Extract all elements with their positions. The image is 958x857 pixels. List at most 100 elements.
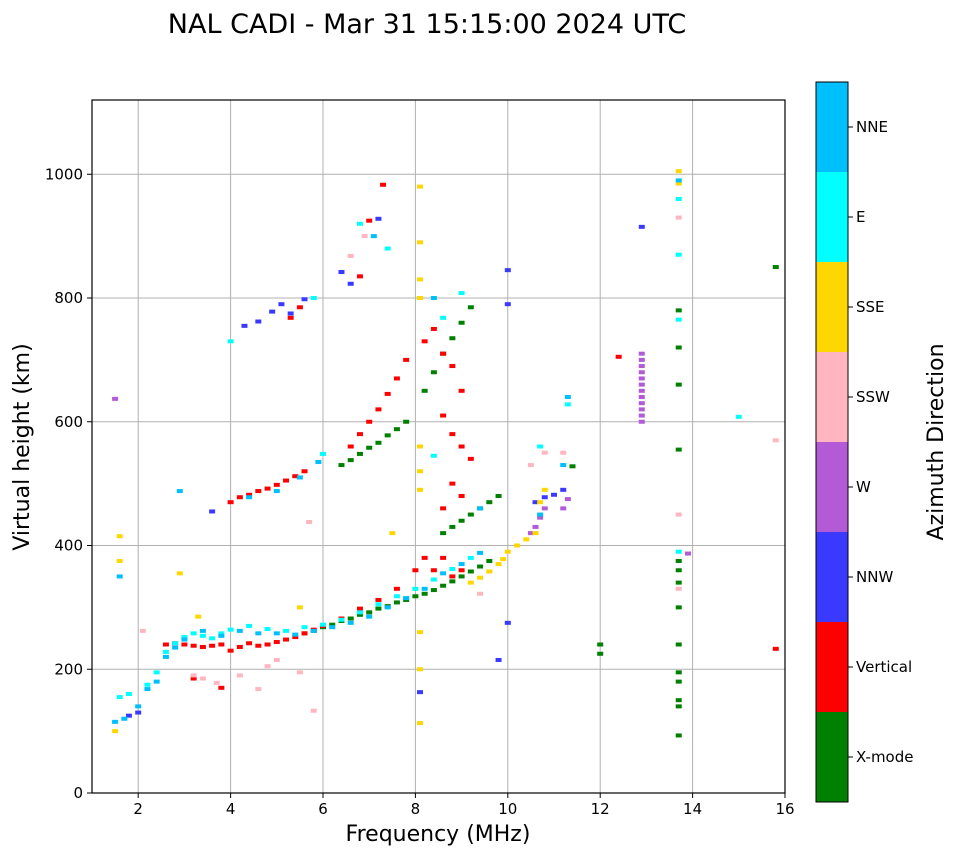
colorbar-segment-w [816, 442, 848, 532]
point-x-mode-13 [421, 591, 428, 596]
point-nne-7 [181, 637, 188, 642]
point-x-mode-28 [403, 419, 410, 424]
point-x-mode-57 [597, 651, 604, 656]
point-e-25 [320, 451, 326, 456]
point-e-7 [190, 631, 197, 636]
point-nne-19 [403, 596, 410, 601]
point-nne-34 [675, 178, 682, 183]
point-e-30 [430, 453, 437, 458]
colorbar-label-x-mode: X-mode [856, 748, 913, 766]
x-tick-label-12: 12 [591, 800, 610, 818]
point-vertical-21 [393, 586, 400, 591]
point-w-18 [684, 551, 691, 556]
point-x-mode-24 [366, 445, 373, 450]
point-vertical-5 [209, 643, 216, 648]
point-vertical-3 [190, 643, 197, 648]
point-vertical-42 [393, 376, 400, 381]
point-ssw-7 [296, 670, 303, 675]
point-x-mode-58 [772, 265, 779, 270]
point-nnw-16 [504, 302, 511, 307]
point-vertical-60 [430, 326, 437, 331]
y-tick-label-800: 800 [54, 289, 83, 307]
point-nne-4 [153, 679, 160, 684]
point-vertical-31 [255, 489, 262, 494]
point-x-mode-41 [495, 494, 502, 498]
point-sse-21 [116, 534, 123, 539]
point-vertical-13 [283, 637, 290, 642]
point-x-mode-48 [675, 580, 682, 585]
point-x-mode-47 [675, 568, 682, 573]
point-nnw-14 [560, 487, 567, 492]
point-x-mode-35 [440, 531, 447, 536]
point-ssw-19 [772, 438, 779, 443]
point-e-38 [227, 339, 234, 344]
y-tick-label-1000: 1000 [45, 165, 83, 183]
point-ssw-17 [675, 512, 682, 517]
point-sse-29 [389, 531, 396, 536]
point-e-31 [564, 402, 571, 407]
point-ssw-13 [527, 463, 534, 468]
point-vertical-8 [236, 644, 243, 649]
point-vertical-37 [347, 444, 354, 449]
x-tick-label-2: 2 [133, 800, 143, 818]
point-nne-23 [477, 550, 484, 555]
point-sse-3 [417, 296, 424, 300]
point-vertical-58 [440, 351, 447, 356]
point-x-mode-19 [477, 564, 484, 569]
colorbar-segment-sse [816, 262, 848, 352]
point-vertical-6 [218, 642, 225, 647]
point-x-mode-53 [675, 698, 682, 703]
point-x-mode-10 [393, 600, 400, 605]
point-sse-7 [417, 630, 424, 635]
point-sse-1 [417, 240, 424, 245]
point-x-mode-29 [421, 388, 428, 393]
point-x-mode-25 [375, 440, 382, 445]
point-nne-10 [236, 628, 243, 633]
point-vertical-30 [246, 492, 253, 497]
colorbar-label-e: E [856, 208, 865, 226]
colorbar-label-nnw: NNW [856, 568, 893, 586]
point-e-22 [430, 577, 437, 582]
point-e-36 [675, 549, 682, 554]
x-tick-label-14: 14 [683, 800, 702, 818]
point-e-19 [375, 602, 382, 607]
point-w-3 [638, 370, 645, 375]
point-nne-13 [292, 632, 299, 637]
point-vertical-35 [292, 474, 299, 479]
point-e-2 [144, 682, 151, 687]
point-vertical-56 [449, 364, 456, 369]
point-nne-9 [218, 633, 225, 638]
point-e-35 [675, 317, 682, 322]
point-w-10 [638, 413, 645, 418]
x-tick-label-8: 8 [411, 800, 421, 818]
point-ssw-18 [675, 586, 682, 591]
point-nne-17 [366, 614, 373, 619]
point-ssw-10 [347, 253, 354, 258]
point-x-mode-8 [375, 606, 382, 611]
colorbar-frame [815, 81, 849, 803]
point-vertical-40 [375, 407, 382, 412]
point-sse-13 [495, 562, 502, 567]
point-vertical-62 [218, 685, 225, 690]
point-vertical-15 [301, 631, 308, 636]
point-sse-19 [537, 500, 544, 505]
colorbar-label-w: W [856, 478, 871, 496]
point-nne-25 [246, 495, 253, 500]
colorbar-label-ssw: SSW [856, 388, 890, 406]
point-x-mode-56 [597, 642, 604, 647]
point-e-32 [537, 444, 544, 449]
point-x-mode-51 [675, 670, 682, 675]
point-x-mode-55 [675, 733, 682, 738]
colorbar-label-sse: SSE [856, 298, 885, 316]
point-nne-18 [384, 605, 391, 610]
point-sse-22 [116, 558, 123, 563]
point-nne-32 [537, 512, 544, 517]
point-w-11 [638, 419, 645, 424]
point-w-19 [112, 396, 119, 401]
point-nnw-0 [125, 713, 132, 718]
point-x-mode-37 [458, 518, 465, 523]
point-x-mode-50 [675, 642, 682, 647]
point-x-mode-18 [467, 569, 474, 574]
point-vertical-4 [199, 644, 206, 649]
